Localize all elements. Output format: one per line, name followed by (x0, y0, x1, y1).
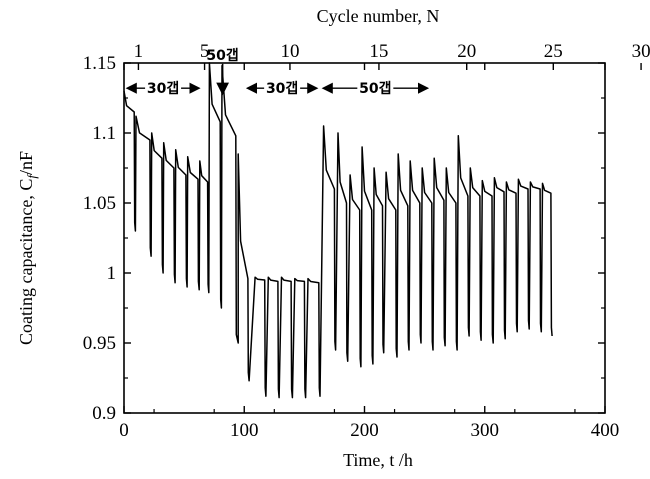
y-axis-title: Coating capacitance, Cf/nF (16, 151, 39, 345)
annotation-label: 50갭 (359, 80, 391, 97)
y-tick-label: 0.95 (83, 333, 116, 354)
top-cycle-tick-label: 5 (200, 41, 210, 62)
top-cycle-tick-label: 10 (280, 41, 299, 62)
x-tick-label: 0 (119, 420, 129, 441)
top-cycle-tick-label: 20 (457, 41, 476, 62)
plot-frame-layer (123, 62, 606, 414)
x-axis-title: Time, t /h (343, 450, 413, 470)
x-tick-label: 100 (230, 420, 259, 441)
y-tick-label: 1.15 (83, 53, 116, 74)
y-tick-label: 1.1 (92, 123, 116, 144)
top-cycle-tick-label: 1 (134, 41, 144, 62)
y-tick-label: 1.05 (83, 193, 116, 214)
top-axis-title: Cycle number, N (317, 6, 440, 26)
annotation-label: 50갭 (206, 47, 238, 64)
y-tick-label: 0.9 (92, 403, 116, 424)
annotation-label: 30갭 (266, 80, 298, 97)
annotation-layer: 30갭 50갭 30갭 50갭 (125, 47, 430, 97)
series-layer (123, 62, 553, 399)
x-tick-label: 200 (350, 420, 379, 441)
plot-frame (123, 62, 606, 414)
x-tick-label: 400 (591, 420, 620, 441)
x-tick-label: 300 (471, 420, 500, 441)
top-cycle-tick-label: 15 (369, 41, 388, 62)
y-tick-label: 1 (107, 263, 117, 284)
capacitance-series-line (123, 62, 553, 399)
annotation-label: 30갭 (147, 80, 179, 97)
tick-layer (123, 62, 642, 414)
top-cycle-tick-label: 30 (632, 41, 650, 62)
top-cycle-tick-label: 25 (544, 41, 563, 62)
